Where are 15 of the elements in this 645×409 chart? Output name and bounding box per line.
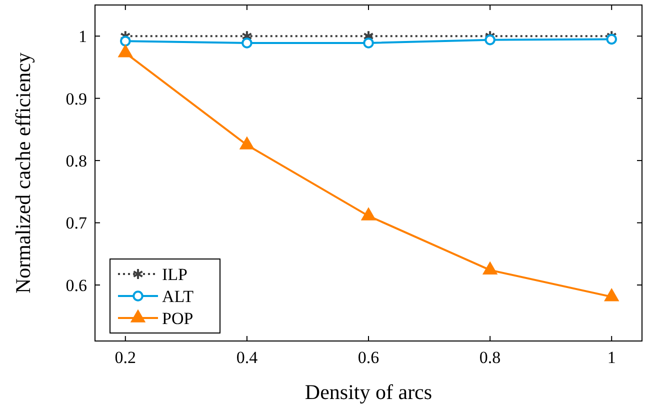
x-tick-label: 0.6 — [358, 348, 380, 367]
x-tick-label: 1 — [607, 348, 616, 367]
y-tick-label: 0.8 — [66, 152, 87, 171]
y-tick-label: 0.6 — [66, 276, 87, 295]
legend-label: ILP — [162, 264, 188, 284]
y-tick-label: 1 — [78, 27, 87, 46]
x-tick-label: 0.8 — [479, 348, 501, 367]
x-tick-label: 0.2 — [114, 348, 136, 367]
y-axis-title: Normalized cache efficiency — [11, 52, 35, 294]
legend-label: POP — [162, 308, 194, 328]
x-axis-title: Density of arcs — [304, 380, 432, 404]
y-tick-label: 0.9 — [66, 89, 87, 108]
legend-label: ALT — [162, 286, 194, 306]
y-tick-label: 0.7 — [66, 214, 88, 233]
x-tick-label: 0.4 — [236, 348, 258, 367]
